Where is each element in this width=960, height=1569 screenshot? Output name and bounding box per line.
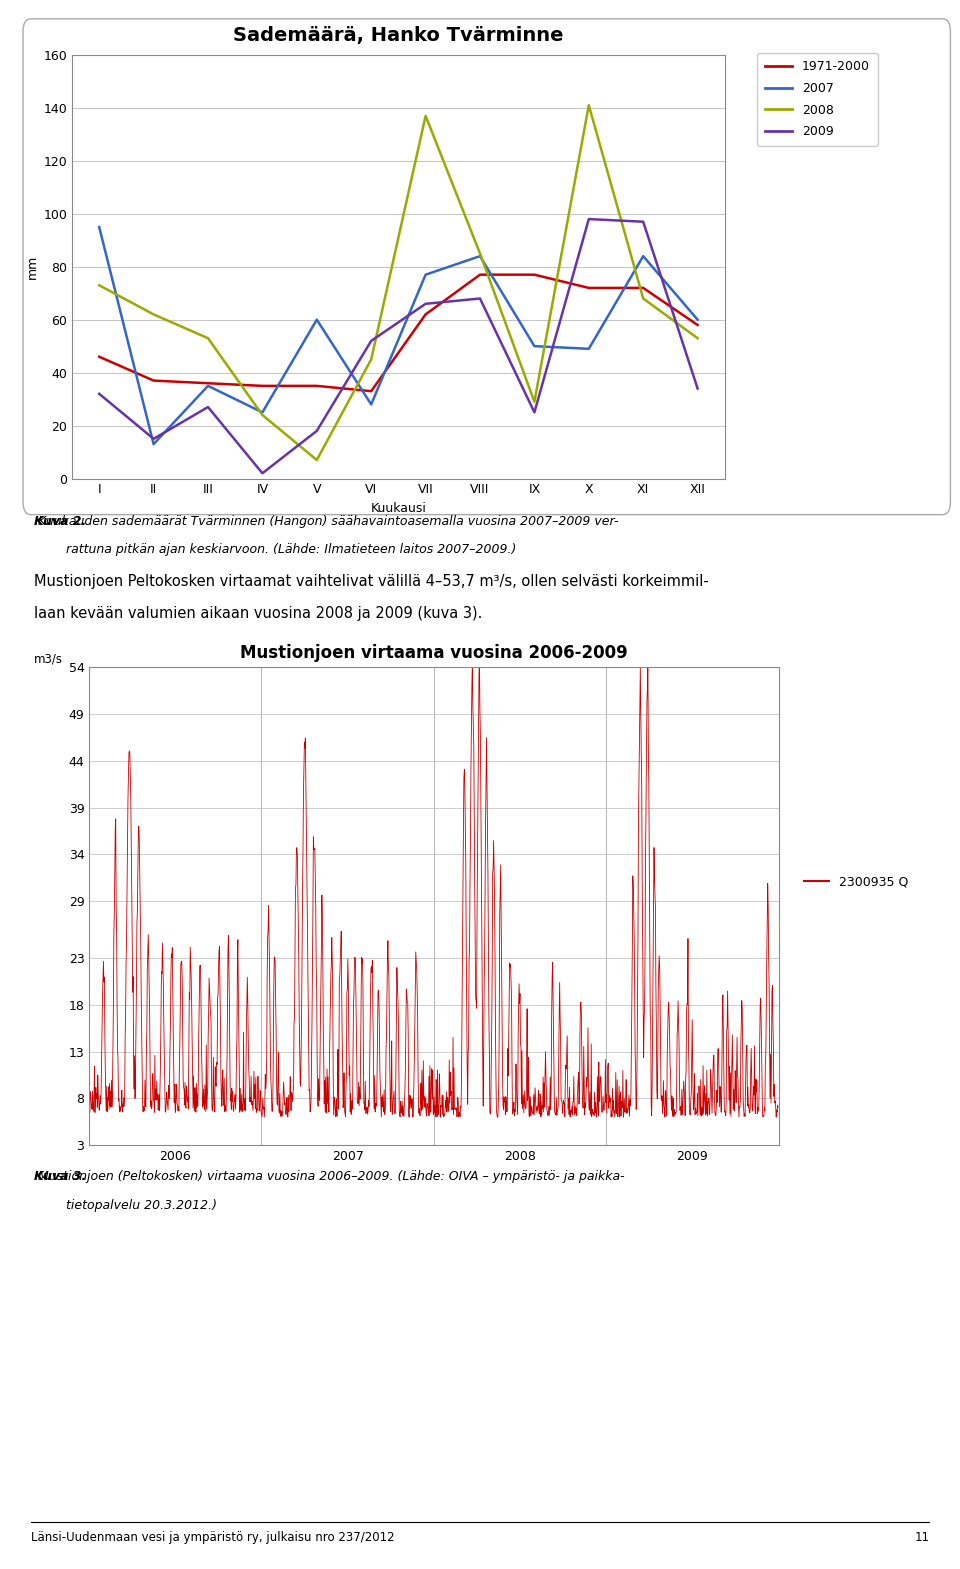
Text: rattuna pitkän ajan keskiarvoon. (Lähde: Ilmatieteen laitos 2007–2009.): rattuna pitkän ajan keskiarvoon. (Lähde:… [34,543,516,555]
Text: Mustionjoen (Peltokosken) virtaama vuosina 2006–2009. (Lähde: OIVA – ympäristö- : Mustionjoen (Peltokosken) virtaama vuosi… [34,1170,624,1183]
Text: m3/s: m3/s [34,653,62,665]
Text: laan kevään valumien aikaan vuosina 2008 ja 2009 (kuva 3).: laan kevään valumien aikaan vuosina 2008… [34,606,482,621]
Text: Kuva 3.: Kuva 3. [34,1170,85,1183]
Title: Mustionjoen virtaama vuosina 2006-2009: Mustionjoen virtaama vuosina 2006-2009 [240,645,628,662]
Title: Sademäärä, Hanko Tvärminne: Sademäärä, Hanko Tvärminne [233,27,564,46]
Text: Mustionjoen Peltokosken virtaamat vaihtelivat välillä 4–53,7 m³/s, ollen selväst: Mustionjoen Peltokosken virtaamat vaihte… [34,574,708,590]
Text: Kuukauden sademäärät Tvärminnen (Hangon) säähavaintoasemalla vuosina 2007–2009 v: Kuukauden sademäärät Tvärminnen (Hangon)… [34,515,618,527]
Text: tietopalvelu 20.3.2012.): tietopalvelu 20.3.2012.) [34,1199,217,1211]
Legend: 2300935 Q: 2300935 Q [799,871,913,894]
X-axis label: Kuukausi: Kuukausi [371,502,426,515]
Legend: 1971-2000, 2007, 2008, 2009: 1971-2000, 2007, 2008, 2009 [757,53,877,146]
Text: Länsi-Uudenmaan vesi ja ympäristö ry, julkaisu nro 237/2012: Länsi-Uudenmaan vesi ja ympäristö ry, ju… [31,1531,395,1544]
Y-axis label: mm: mm [26,254,39,279]
Text: Kuva 2.: Kuva 2. [34,515,85,527]
Text: 11: 11 [914,1531,929,1544]
